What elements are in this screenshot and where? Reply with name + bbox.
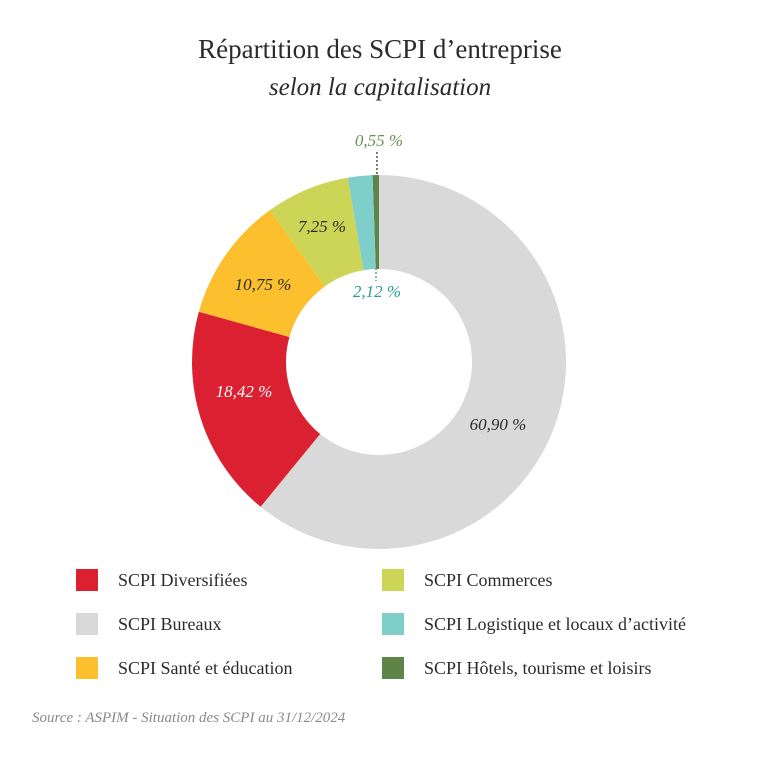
slice-label-5: 2,12 %: [353, 282, 401, 301]
donut-slice-1: [260, 175, 566, 549]
legend-swatch: [76, 613, 98, 635]
donut-slice-2: [192, 311, 321, 507]
legend-swatch: [382, 613, 404, 635]
legend-item-diversifiees: SCPI Diversifiées: [76, 566, 248, 594]
source-note: Source : ASPIM - Situation des SCPI au 3…: [32, 710, 346, 726]
legend-label: SCPI Logistique et locaux d’activité: [424, 613, 686, 634]
legend-item-hotels: SCPI Hôtels, tourisme et loisirs: [382, 654, 652, 682]
slice-label-1: 60,90 %: [470, 415, 527, 434]
legend-swatch: [382, 569, 404, 591]
slice-label-4: 7,25 %: [298, 217, 346, 236]
legend-swatch: [76, 569, 98, 591]
legend-item-sante: SCPI Santé et éducation: [76, 654, 292, 682]
legend-label: SCPI Bureaux: [118, 613, 222, 634]
legend-swatch: [382, 657, 404, 679]
legend-label: SCPI Commerces: [424, 569, 553, 590]
donut-slice-3: [198, 210, 325, 338]
slice-label-2: 18,42 %: [216, 382, 273, 401]
donut-slice-0: [372, 175, 379, 270]
legend-label: SCPI Hôtels, tourisme et loisirs: [424, 657, 652, 678]
slice-label-0: 0,55 %: [355, 131, 403, 150]
donut-chart: 0,55 % 60,90 % 18,42 % 10,75 % 7,25 % 2,12 %: [192, 131, 566, 549]
legend-item-commerces: SCPI Commerces: [382, 566, 553, 594]
legend-label: SCPI Santé et éducation: [118, 657, 293, 678]
legend-label: SCPI Diversifiées: [118, 569, 248, 590]
slice-label-3: 10,75 %: [235, 275, 292, 294]
legend-item-logistique: SCPI Logistique et locaux d’activité: [382, 610, 686, 638]
chart-subtitle: selon la capitalisation: [268, 74, 492, 101]
donut-slice-5: [347, 175, 376, 271]
legend-swatch: [76, 657, 98, 679]
chart-title: Répartition des SCPI d’entreprise: [198, 34, 562, 64]
legend-item-bureaux: SCPI Bureaux: [76, 610, 222, 638]
donut-slice-4: [269, 177, 364, 287]
